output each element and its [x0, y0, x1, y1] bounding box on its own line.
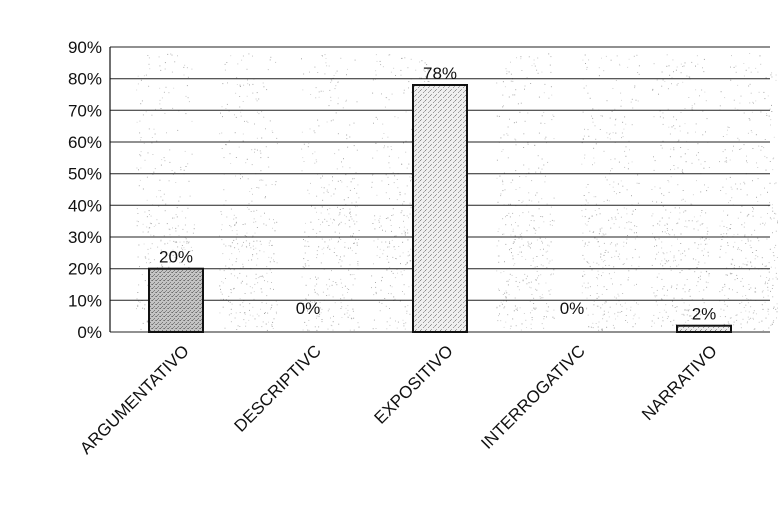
y-tick-label: 0% [77, 323, 102, 342]
y-tick-label: 80% [68, 70, 102, 89]
x-tick-label: DESCRIPTIVC [231, 341, 325, 435]
data-label: 0% [296, 299, 321, 318]
y-tick-label: 50% [68, 165, 102, 184]
y-axis: 0% 10% 20% 30% 40% 50% 60% 70% 80% 90% [68, 38, 111, 342]
bar [676, 324, 732, 334]
y-tick-label: 30% [68, 228, 102, 247]
bars [148, 84, 732, 334]
y-tick-label: 40% [68, 196, 102, 215]
y-tick-label: 70% [68, 101, 102, 120]
x-tick-label: EXPOSITIVO [371, 341, 457, 427]
data-label: 20% [159, 248, 193, 267]
bar [412, 84, 468, 333]
y-tick-label: 60% [68, 133, 102, 152]
data-label: 2% [692, 305, 717, 324]
y-tick-label: 10% [68, 291, 102, 310]
y-tick-label: 90% [68, 38, 102, 57]
x-tick-label: ARGUMENTATIVO [76, 341, 193, 458]
x-axis-tick-labels: ARGUMENTATIVO DESCRIPTIVC EXPOSITIVO INTERR… [76, 341, 721, 458]
data-label: 0% [560, 299, 585, 318]
data-labels: 20% 0% 78% 0% 2% [159, 64, 716, 324]
data-label: 78% [423, 64, 457, 83]
bar [148, 267, 204, 334]
y-tick-label: 20% [68, 260, 102, 279]
x-tick-label: INTERROGATIVC [477, 341, 588, 452]
x-tick-label: NARRATIVO [638, 341, 721, 424]
